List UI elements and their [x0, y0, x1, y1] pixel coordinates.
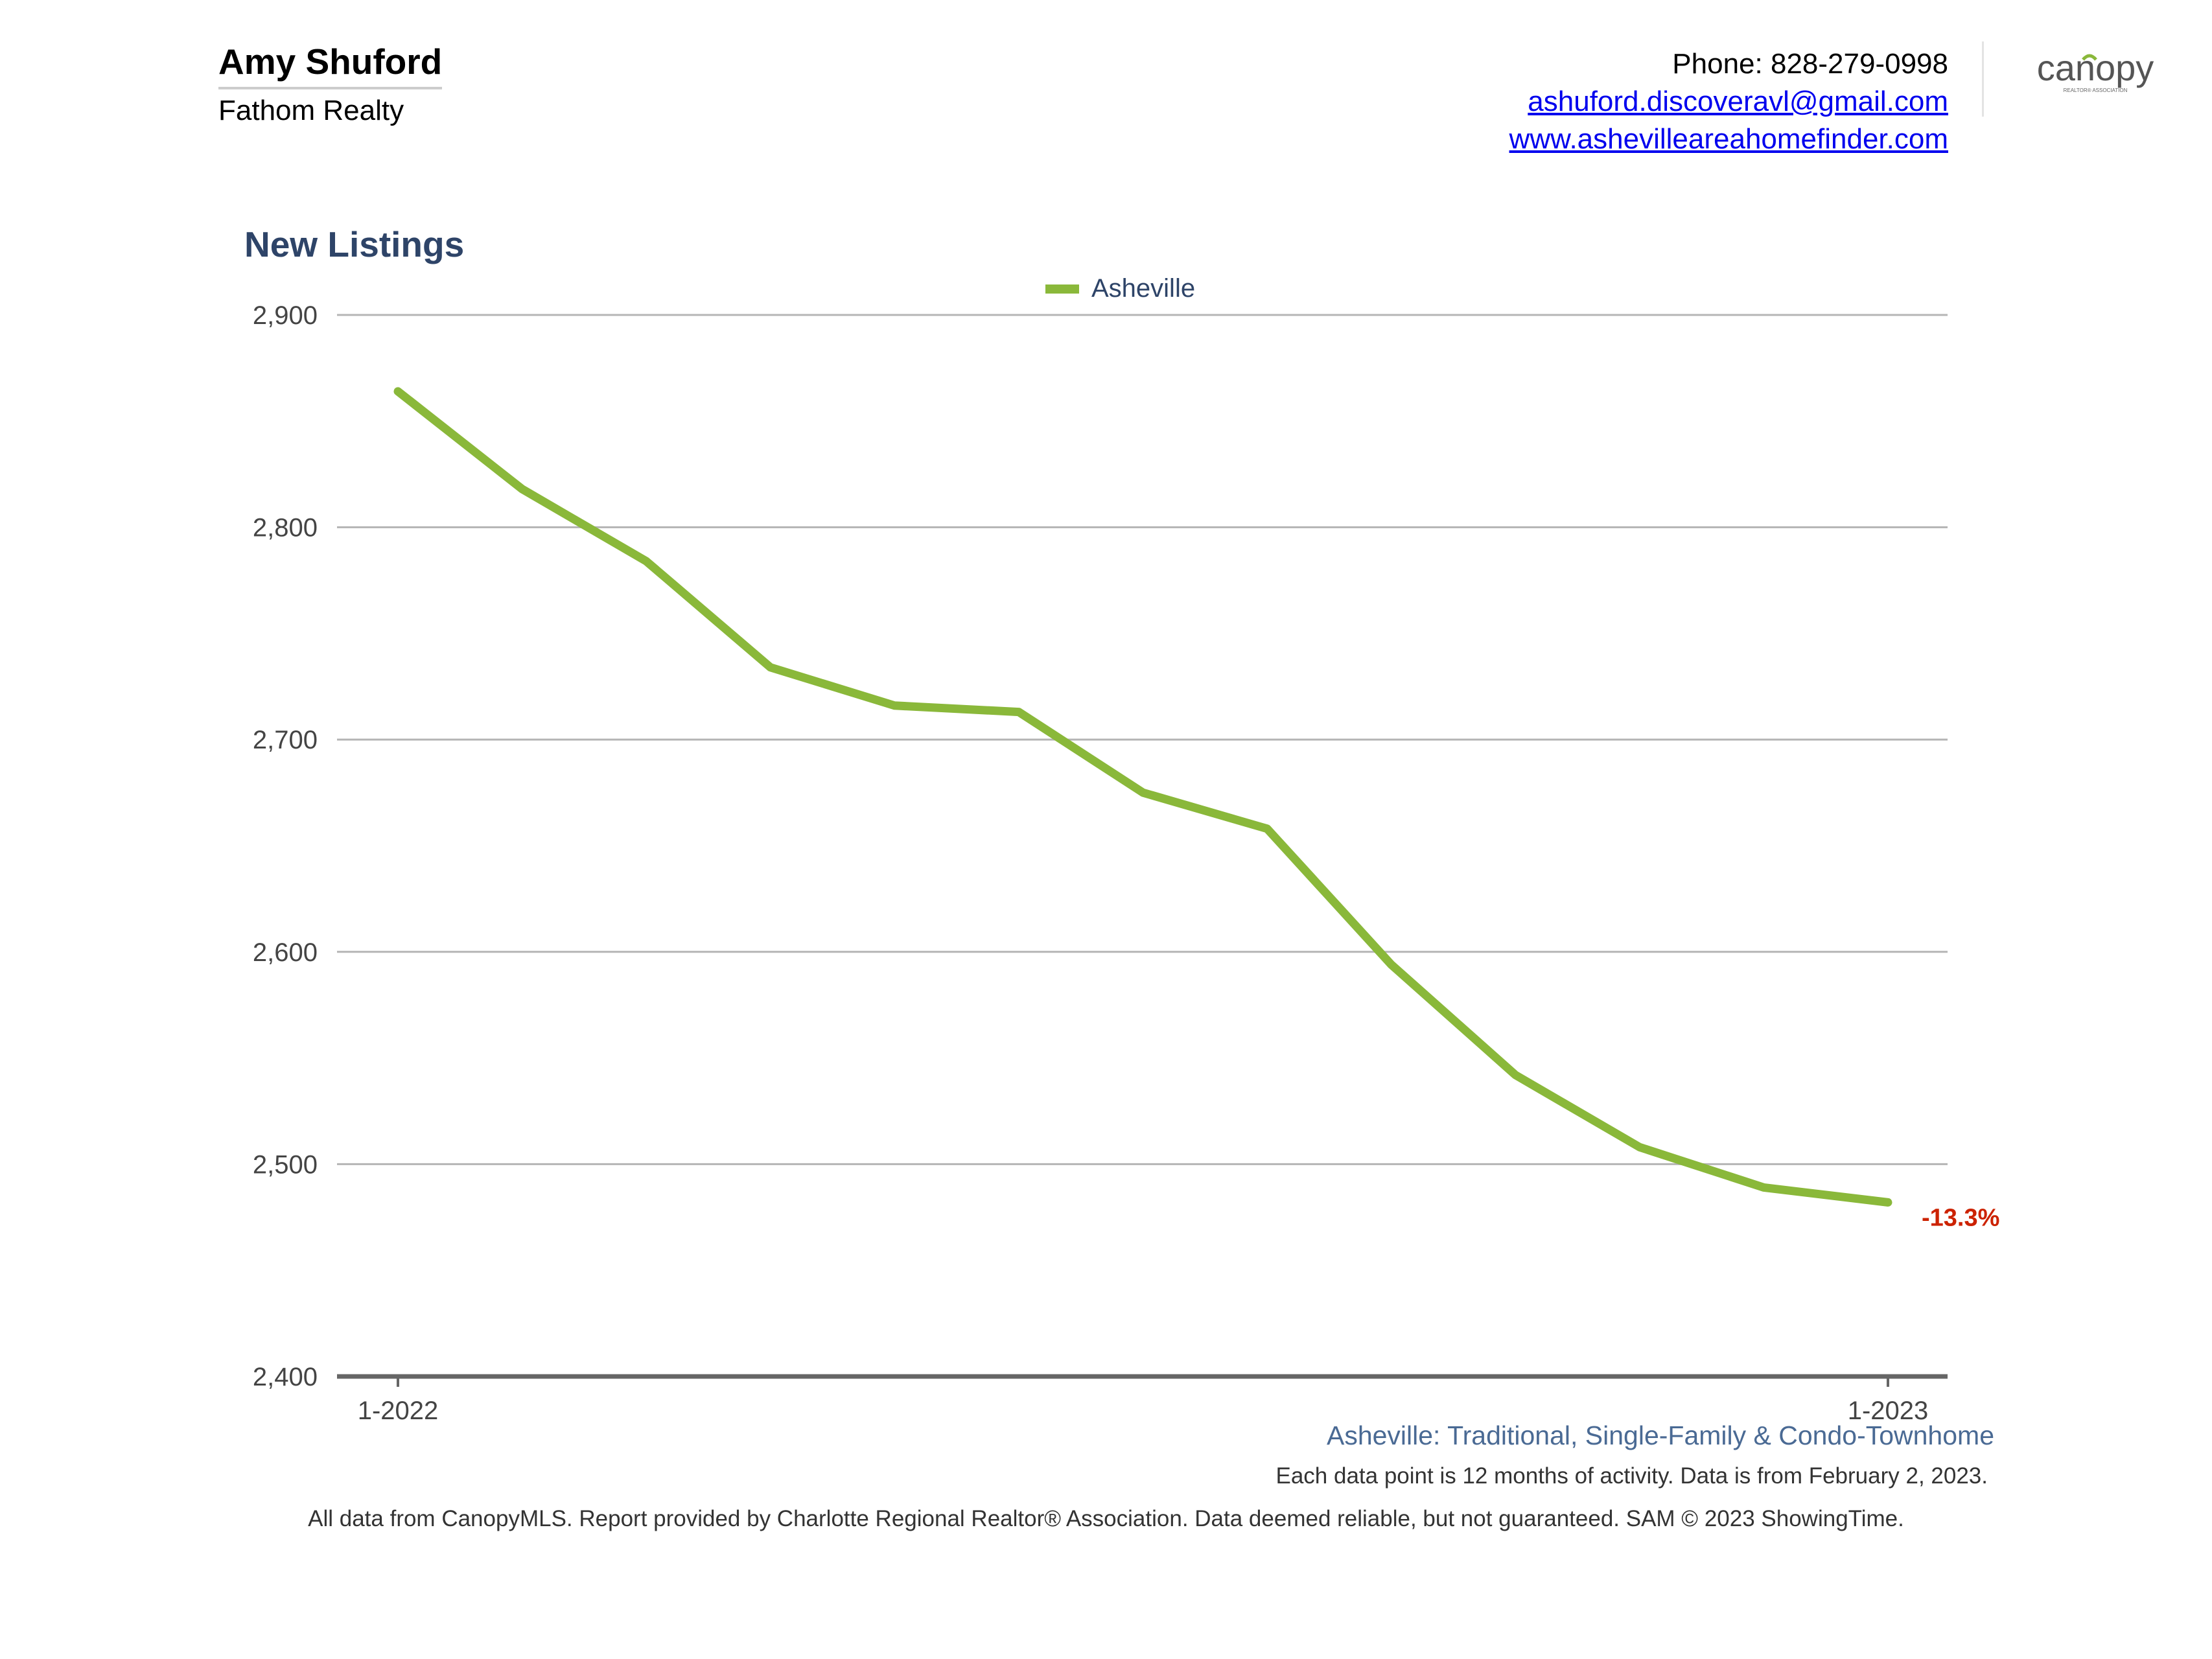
logo-wordmark: canopy — [2037, 47, 2154, 88]
logo-subtext: REALTOR® ASSOCIATION — [2064, 87, 2128, 93]
email-link[interactable]: ashuford.discoveravl@gmail.com — [1528, 86, 1948, 117]
x-tick-label: 1-2023 — [1848, 1397, 1929, 1425]
data-point — [518, 485, 526, 493]
series-layer — [393, 387, 1892, 1207]
y-tick-label: 2,800 — [253, 514, 318, 542]
chart-subtitle: Asheville: Traditional, Single-Family & … — [1326, 1421, 1994, 1450]
change-annotation: -13.3% — [1922, 1204, 1999, 1231]
data-point — [1263, 824, 1272, 833]
header-divider — [1982, 41, 1984, 117]
phone-number: Phone: 828-279-0998 — [1672, 48, 1948, 80]
grid-layer — [337, 314, 1948, 1165]
canopy-logo: canopy REALTOR® ASSOCIATION — [2037, 47, 2154, 93]
y-axis-ticks: 2,400 2,500 2,600 2,700 2,800 2,900 — [253, 301, 318, 1391]
x-tick-label: 1-2022 — [358, 1397, 439, 1425]
logo-canopy-arc-icon — [2082, 54, 2097, 61]
legend-label-asheville: Asheville — [1091, 274, 1195, 303]
data-point — [1139, 789, 1147, 797]
data-point — [891, 701, 899, 710]
y-tick-label: 2,700 — [253, 726, 318, 754]
x-axis: 1-2022 1-2023 — [337, 1374, 1948, 1425]
agent-company: Fathom Realty — [218, 95, 404, 126]
data-point — [1760, 1183, 1768, 1192]
data-point — [1387, 960, 1395, 969]
new-listings-chart: New Listings Asheville 2,4002,5002,6002,… — [244, 224, 1999, 1425]
y-tick-label: 2,900 — [253, 301, 318, 330]
chart-legend: Asheville — [1045, 274, 1195, 303]
contact-block: Phone: 828-279-0998 ashuford.discoveravl… — [1509, 45, 1948, 158]
data-point — [1014, 708, 1023, 716]
series-line-asheville — [393, 387, 1892, 1207]
data-point — [766, 663, 774, 671]
agent-name: Amy Shuford — [218, 40, 443, 89]
website-link[interactable]: www.ashevilleareahomefinder.com — [1509, 123, 1948, 155]
data-point — [1635, 1143, 1644, 1152]
agent-block: Amy Shuford Fathom Realty — [218, 40, 443, 127]
data-point — [642, 557, 651, 566]
y-tick-label: 2,600 — [253, 938, 318, 967]
y-tick-label: 2,500 — [253, 1150, 318, 1179]
y-tick-label: 2,400 — [253, 1363, 318, 1391]
data-point — [394, 387, 402, 395]
chart-title: New Listings — [244, 224, 464, 264]
disclaimer: All data from CanopyMLS. Report provided… — [308, 1506, 1904, 1531]
data-point — [1511, 1071, 1520, 1079]
chart-footnote: Each data point is 12 months of activity… — [1275, 1463, 1988, 1489]
data-point — [1884, 1198, 1892, 1207]
